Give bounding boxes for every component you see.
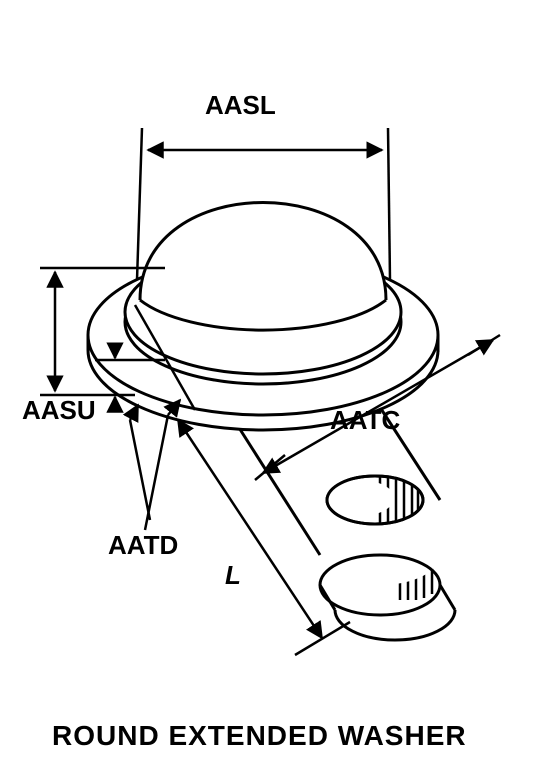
label-aatc: AATC [330,405,400,436]
label-aasl: AASL [205,90,276,121]
label-aatd: AATD [108,530,178,561]
diagram-caption: ROUND EXTENDED WASHER [52,720,467,752]
label-l: L [225,560,241,591]
label-aasu: AASU [22,395,96,426]
diagram-stage: AASL AASU AATC AATD L ROUND EXTENDED WAS… [0,0,551,779]
